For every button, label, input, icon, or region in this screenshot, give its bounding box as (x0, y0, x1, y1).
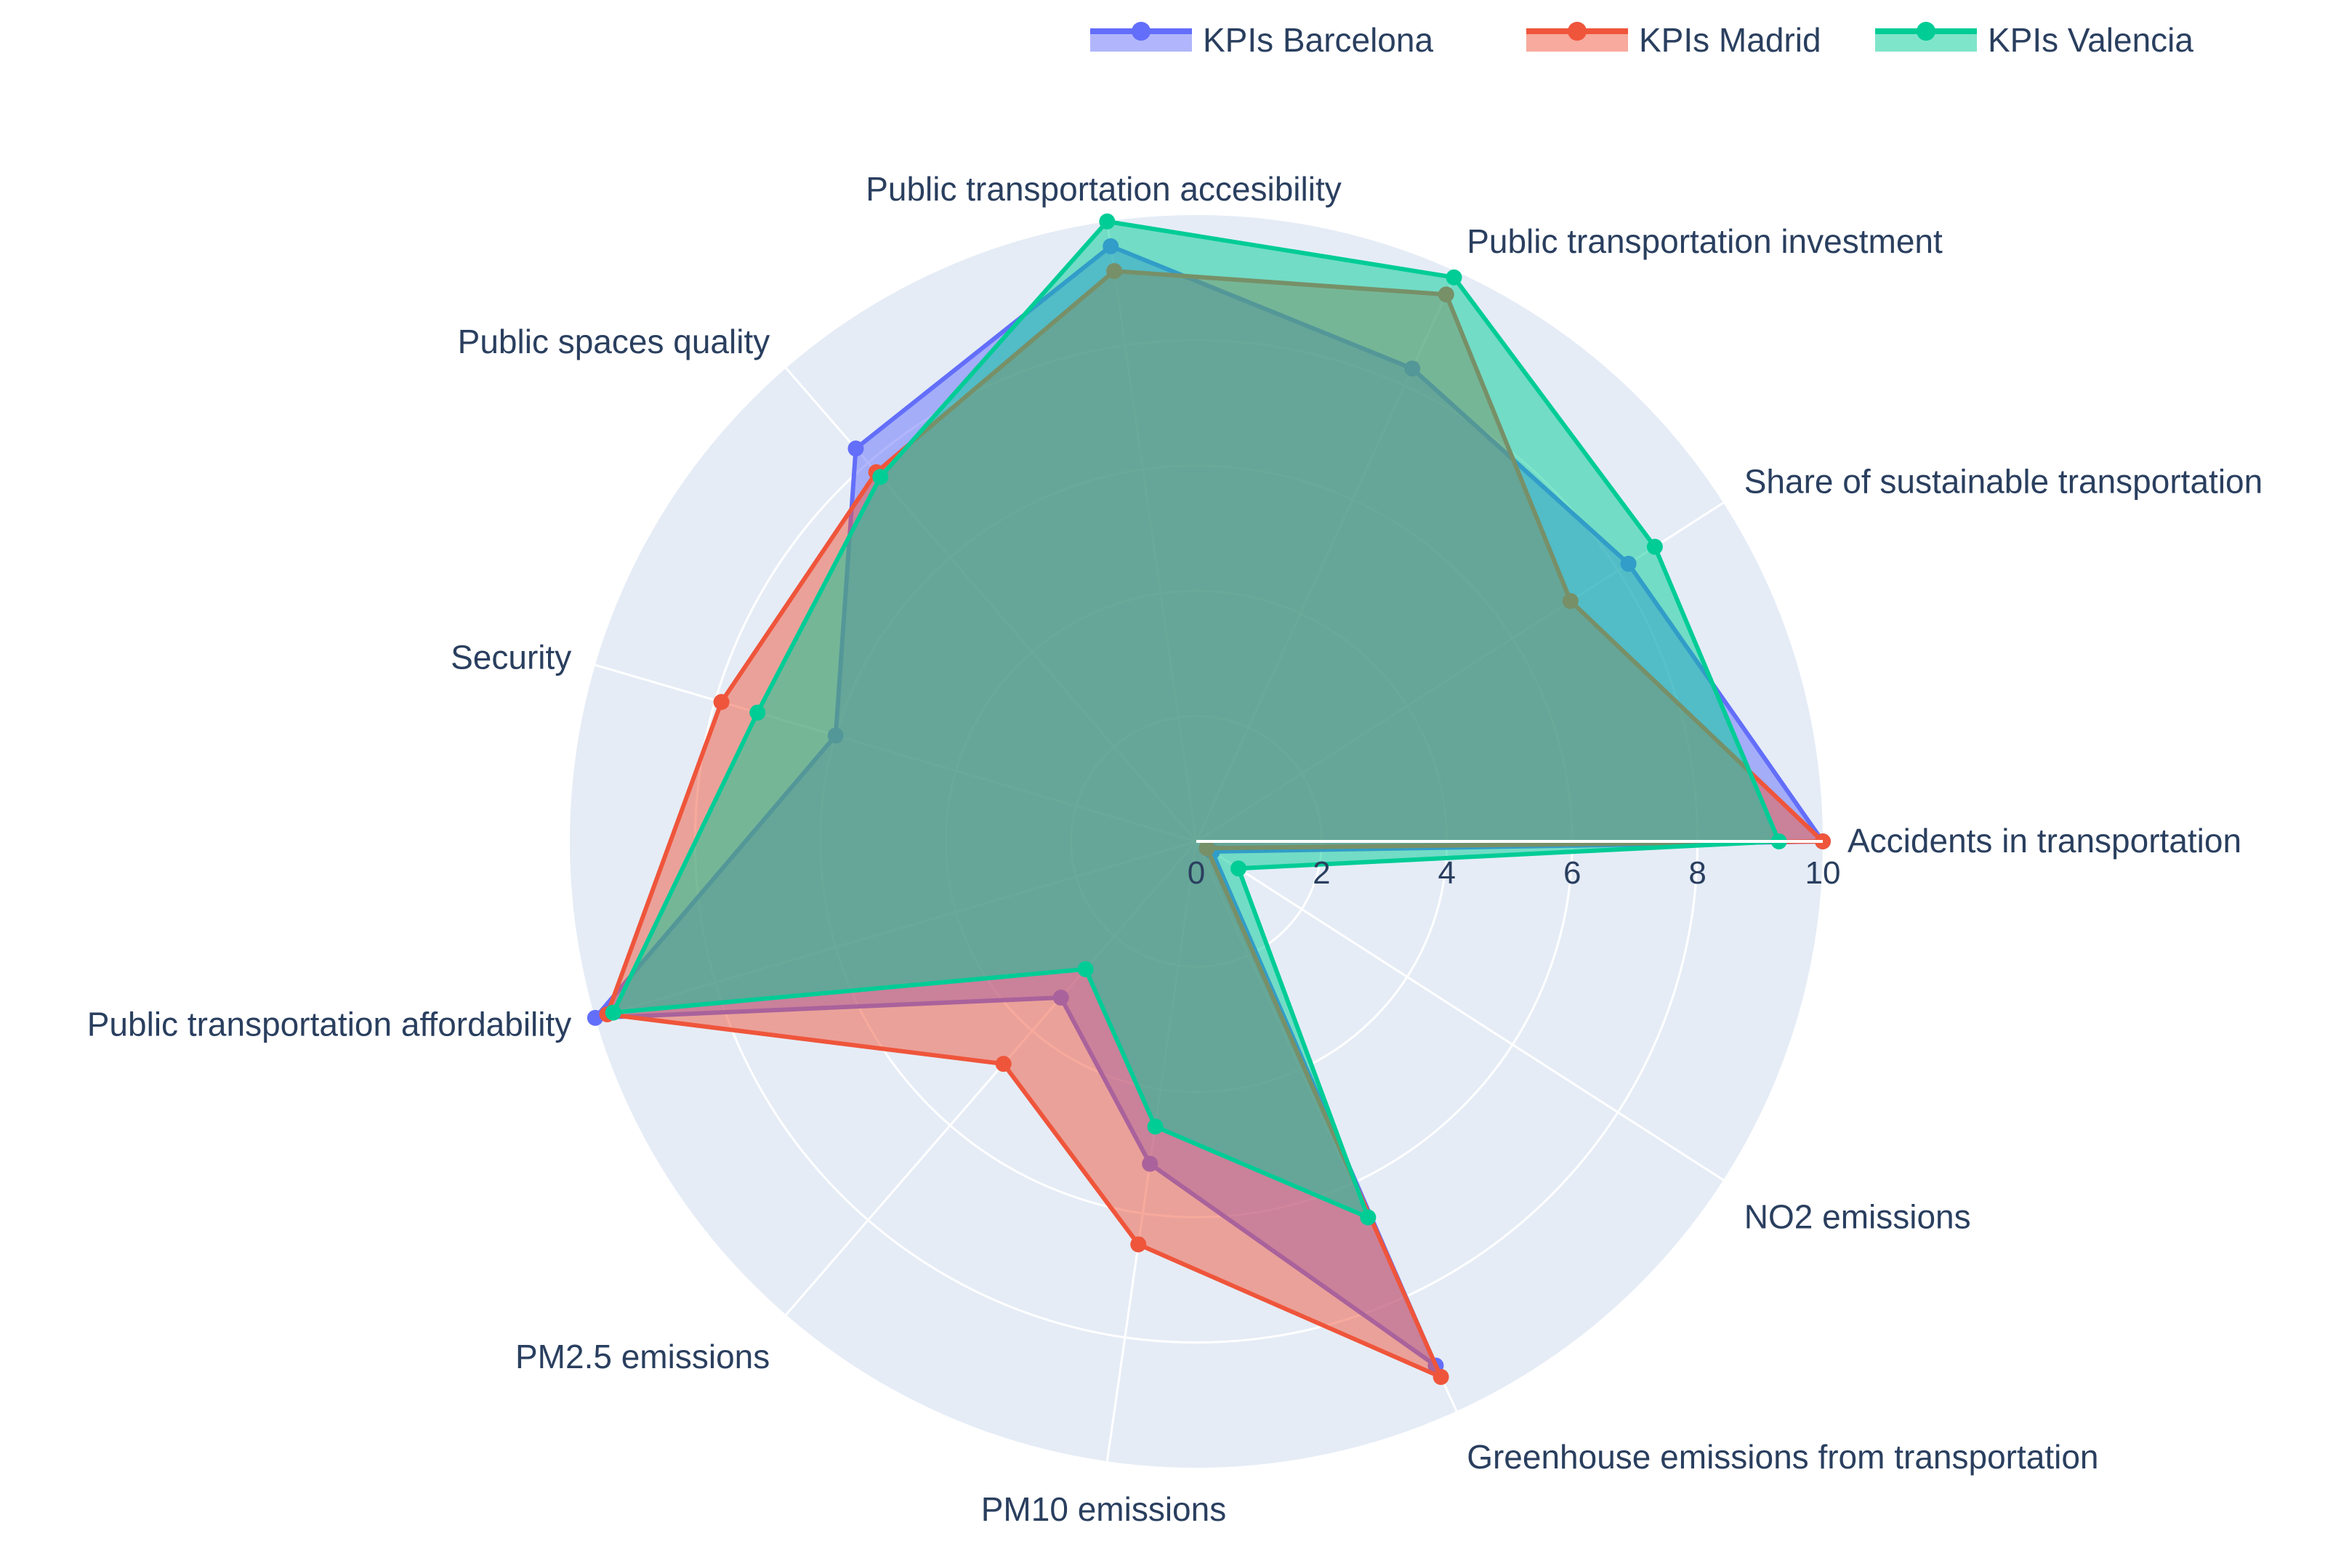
legend-item: KPIs Barcelona (1090, 21, 1433, 59)
series-layer (587, 213, 1831, 1386)
legend-marker (1568, 22, 1587, 41)
category-label: Public transportation affordability (87, 1005, 572, 1043)
data-point (995, 1056, 1012, 1072)
data-point (1360, 1209, 1377, 1226)
legend-label: KPIs Madrid (1639, 21, 1821, 59)
legend-marker (1917, 22, 1935, 41)
data-point (1099, 213, 1116, 230)
radial-tick-label: 4 (1438, 855, 1456, 891)
data-point (872, 469, 889, 485)
data-point (847, 440, 864, 457)
legend-label: KPIs Valencia (1988, 21, 2193, 59)
category-label: Public transportation investment (1467, 222, 1943, 260)
category-label: Public transportation accesibility (866, 170, 1342, 208)
legend-marker (1132, 22, 1151, 41)
category-label: Accidents in transportation (1848, 822, 2241, 860)
data-point (1230, 860, 1247, 877)
data-point (749, 704, 766, 721)
category-label: PM2.5 emissions (515, 1338, 770, 1375)
legend: KPIs Barcelona KPIs Madrid KPIs Valencia (1090, 21, 2193, 59)
radial-axis: 0 2 4 6 8 10 (1188, 840, 1841, 891)
legend-label: KPIs Barcelona (1203, 21, 1433, 59)
grid-spoke (1196, 840, 1724, 1181)
data-point (1433, 1369, 1449, 1386)
category-label: PM10 emissions (981, 1490, 1226, 1528)
data-point (1077, 961, 1094, 977)
data-point (1446, 269, 1462, 286)
data-point (587, 1009, 603, 1026)
category-label: Share of sustainable transportation (1744, 463, 2263, 501)
legend-item: KPIs Valencia (1875, 21, 2193, 59)
legend-item: KPIs Madrid (1526, 21, 1821, 59)
data-point (1147, 1118, 1164, 1135)
data-point (1646, 538, 1663, 555)
category-label: Public spaces quality (458, 323, 770, 360)
radial-tick-label: 2 (1313, 855, 1330, 891)
data-point (1130, 1236, 1147, 1253)
radial-tick-label: 6 (1563, 855, 1581, 891)
data-point (605, 1004, 621, 1021)
category-label: Security (451, 639, 571, 676)
data-point (713, 694, 730, 711)
category-labels: Accidents in transportation Share of sust… (87, 170, 2263, 1528)
radial-tick-label: 0 (1188, 855, 1205, 891)
radial-tick-label: 10 (1805, 855, 1841, 891)
series-area (611, 219, 1781, 1220)
category-label: Greenhouse emissions from transportation (1467, 1438, 2098, 1476)
series-kpis-valencia (605, 213, 1787, 1226)
radial-tick-label: 8 (1688, 855, 1706, 891)
category-label: NO2 emissions (1744, 1197, 1971, 1235)
